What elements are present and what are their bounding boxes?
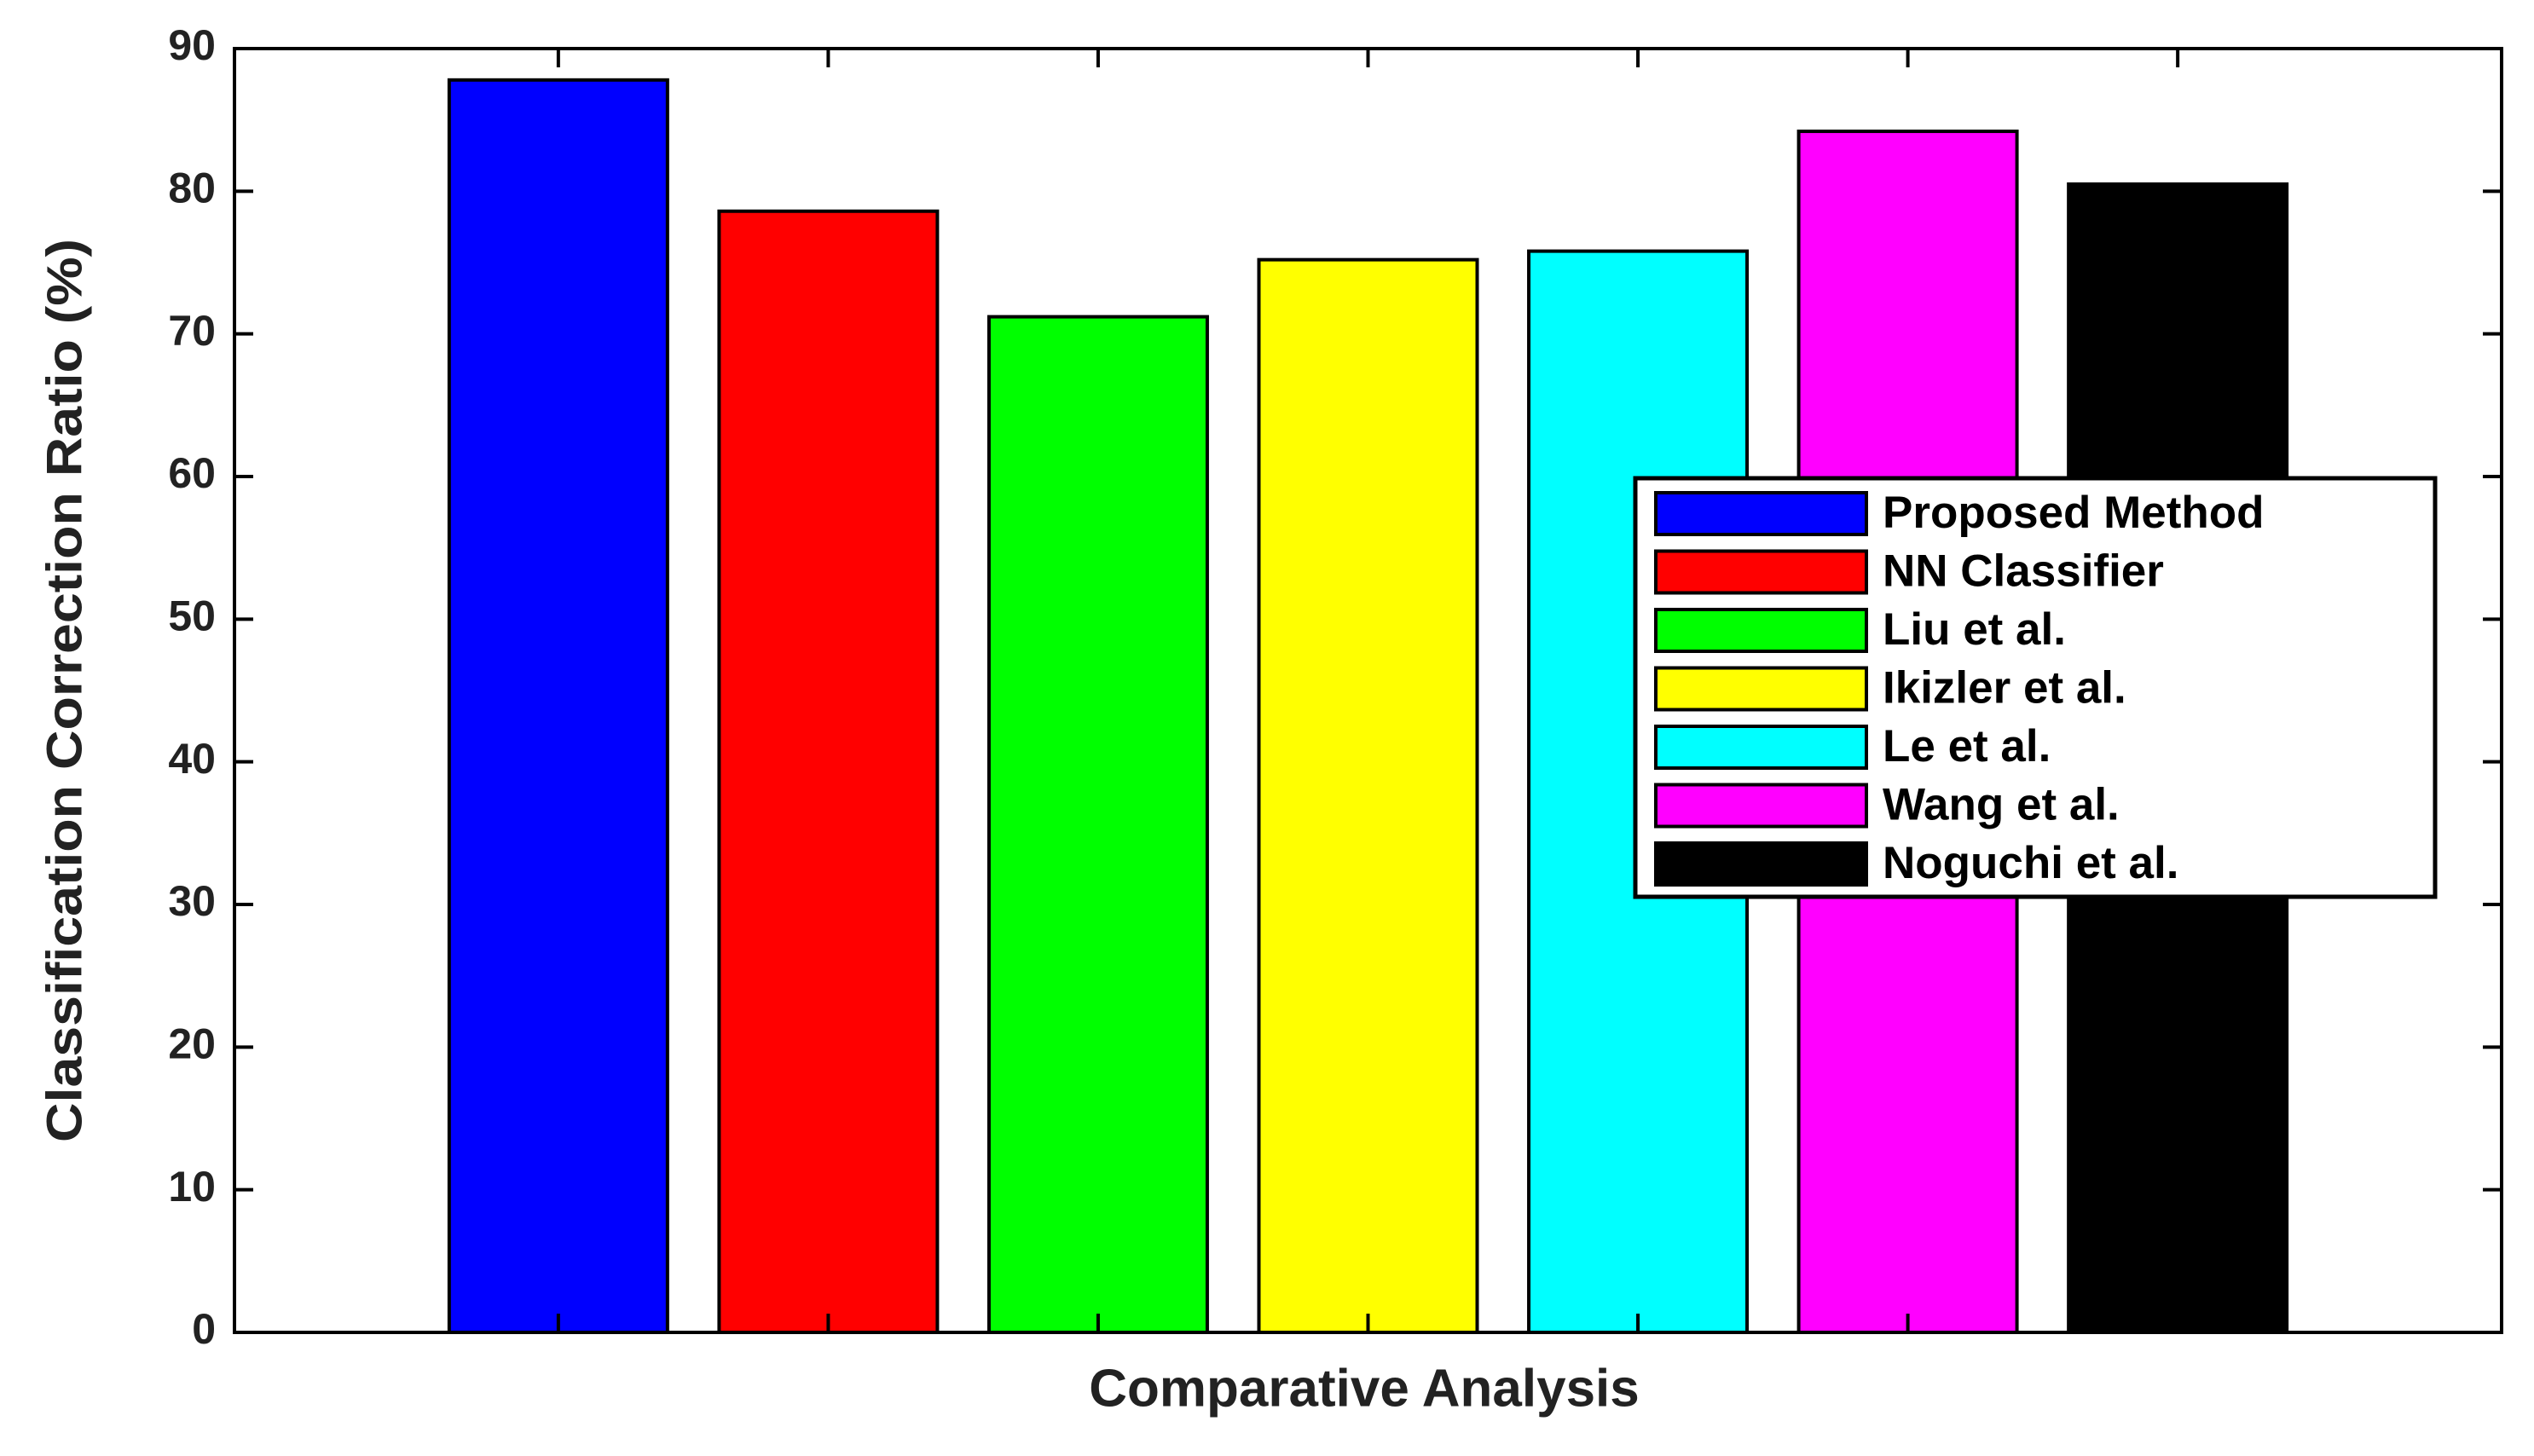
legend-label: Ikizler et al. [1883,663,2126,714]
y-tick-label: 80 [168,165,216,212]
legend-label: Proposed Method [1883,488,2265,538]
bar [447,78,669,1334]
legend-label: NN Classifier [1883,546,2164,597]
bar [1257,257,1479,1334]
y-tick-label: 70 [168,307,216,355]
legend-swatch [1654,841,1868,887]
legend-swatch [1654,491,1868,536]
legend-swatch [1654,608,1868,653]
x-axis-label: Comparative Analysis [1089,1359,1640,1418]
y-tick-label: 90 [168,21,216,69]
legend-swatch [1654,549,1868,595]
y-tick-label: 0 [192,1305,216,1353]
legend-swatch [1654,666,1868,712]
y-tick-label: 20 [168,1020,216,1068]
y-tick-label: 10 [168,1163,216,1210]
legend-swatch [1654,783,1868,829]
legend-swatch [1654,725,1868,770]
legend-label: Liu et al. [1883,604,2066,655]
y-axis-label: Classification Correction Ratio (%) [37,239,92,1142]
legend-label: Wang et al. [1883,780,2120,830]
legend-label: Le et al. [1883,721,2051,771]
y-tick-label: 40 [168,735,216,783]
y-tick-label: 60 [168,449,216,497]
legend: Proposed Method NN Classifier Liu et al. Ik… [1633,476,2438,899]
y-tick-label: 30 [168,877,216,925]
y-tick-label: 50 [168,592,216,640]
legend-label: Noguchi et al. [1883,838,2178,888]
bar [717,209,940,1334]
bar [986,315,1209,1334]
